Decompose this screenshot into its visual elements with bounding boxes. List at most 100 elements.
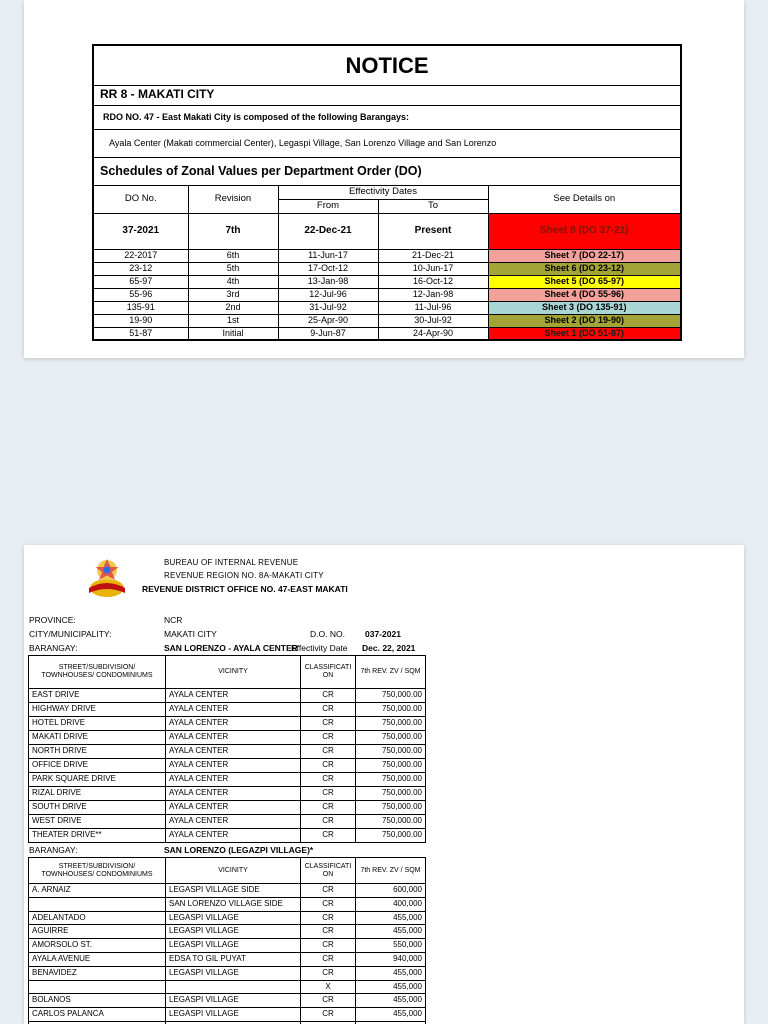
cell-from: 22-Dec-21 bbox=[277, 212, 379, 250]
cell-details: Sheet 2 (DO 19-90) bbox=[487, 313, 682, 328]
cell-zv: 750,000.00 bbox=[355, 758, 426, 773]
city-value: MAKATI CITY bbox=[164, 629, 217, 639]
cell-do_no: 37-2021 bbox=[92, 212, 189, 250]
notice-table-body: 37-2021 7th 22-Dec-21 Present Sheet 8 (DO 37… bbox=[92, 212, 682, 341]
cell-zv: 750,000.00 bbox=[355, 688, 426, 703]
cell-cls: CR bbox=[300, 938, 356, 953]
cell-cls: CR bbox=[300, 716, 356, 731]
province-value: NCR bbox=[164, 615, 183, 625]
t2-col-vicinity: VICINITY bbox=[165, 857, 301, 884]
cell-street: AYALA AVENUE bbox=[28, 951, 166, 967]
table-row: 23-12 5th 17-Oct-12 10-Jun-17 Sheet 6 (DO 23… bbox=[92, 261, 682, 276]
cell-details: Sheet 4 (DO 55-96) bbox=[487, 287, 682, 302]
cell-zv: 400,000 bbox=[355, 896, 426, 912]
cell-zv: 550,000 bbox=[355, 938, 426, 953]
cell-zv: 600,000 bbox=[355, 883, 426, 898]
cell-zv: 455,000 bbox=[355, 979, 426, 995]
cell-zv: 750,000.00 bbox=[355, 730, 426, 745]
cell-vicinity: AYALA CENTER bbox=[165, 828, 301, 843]
cell-vicinity bbox=[165, 979, 301, 995]
cell-vicinity: AYALA CENTER bbox=[165, 758, 301, 773]
agency-line-1: BUREAU OF INTERNAL REVENUE bbox=[164, 558, 299, 567]
t2-col-street: STREET/SUBDIVISION/ TOWNHOUSES/ CONDOMIN… bbox=[28, 857, 166, 884]
t1-col-vicinity: VICINITY bbox=[165, 655, 301, 689]
cell-vicinity: AYALA CENTER bbox=[165, 814, 301, 829]
cell-to: Present bbox=[377, 212, 489, 250]
notice-table: NOTICE RR 8 - MAKATI CITY RDO NO. 47 - E… bbox=[92, 44, 683, 341]
cell-zv: 750,000.00 bbox=[355, 786, 426, 801]
cell-street: RIZAL DRIVE bbox=[28, 786, 166, 801]
notice-region: RR 8 - MAKATI CITY bbox=[92, 84, 682, 106]
col-header-from: From bbox=[277, 198, 379, 214]
cell-street: NORTH DRIVE bbox=[28, 744, 166, 759]
cell-cls: X bbox=[300, 979, 356, 995]
table-row: RIZAL DRIVE AYALA CENTER CR 750,000.00 bbox=[28, 786, 426, 801]
t2-col-classification: CLASSIFICATI ON bbox=[300, 857, 356, 884]
effectivity-value: Dec. 22, 2021 bbox=[362, 643, 416, 653]
cell-do_no: 135-91 bbox=[92, 300, 189, 315]
cell-street: A. ARNAIZ bbox=[28, 883, 166, 898]
cell-vicinity: AYALA CENTER bbox=[165, 772, 301, 787]
cell-cls: CR bbox=[300, 993, 356, 1009]
table-row: 22-2017 6th 11-Jun-17 21-Dec-21 Sheet 7 (DO … bbox=[92, 248, 682, 263]
do-number-value: 037-2021 bbox=[365, 629, 401, 639]
cell-zv: 455,000 bbox=[355, 965, 426, 981]
zonal-values-page: BUREAU OF INTERNAL REVENUE REVENUE REGIO… bbox=[24, 545, 744, 1024]
table-row: EAST DRIVE AYALA CENTER CR 750,000.00 bbox=[28, 688, 426, 703]
cell-vicinity: AYALA CENTER bbox=[165, 716, 301, 731]
table-row: 135-91 2nd 31-Jul-92 11-Jul-96 Sheet 3 (DO 1… bbox=[92, 300, 682, 315]
cell-cls: CR bbox=[300, 758, 356, 773]
table-row: HIGHWAY DRIVE AYALA CENTER CR 750,000.00 bbox=[28, 702, 426, 717]
col-header-to: To bbox=[377, 198, 489, 214]
cell-street: MAKATI DRIVE bbox=[28, 730, 166, 745]
cell-street: CARLOS PALANCA bbox=[28, 1007, 166, 1022]
notice-title: NOTICE bbox=[92, 44, 682, 86]
cell-cls: CR bbox=[300, 828, 356, 843]
cell-zv: 750,000.00 bbox=[355, 744, 426, 759]
cell-vicinity: AYALA CENTER bbox=[165, 744, 301, 759]
cell-to: 12-Jan-98 bbox=[377, 287, 489, 302]
t1-col-zv: 7th REV. ZV / SQM bbox=[355, 655, 426, 689]
table-row: OFFICE DRIVE AYALA CENTER CR 750,000.00 bbox=[28, 758, 426, 773]
cell-do_no: 19-90 bbox=[92, 313, 189, 328]
cell-vicinity: LEGASPI VILLAGE SIDE bbox=[165, 883, 301, 898]
ayala-center-table-body: EAST DRIVE AYALA CENTER CR 750,000.00 HIGHWA… bbox=[28, 688, 426, 843]
cell-do_no: 65-97 bbox=[92, 274, 189, 289]
table-row: 55-96 3rd 12-Jul-96 12-Jan-98 Sheet 4 (DO 55… bbox=[92, 287, 682, 302]
cell-details: Sheet 7 (DO 22-17) bbox=[487, 248, 682, 263]
city-label: CITY/MUNICIPALITY: bbox=[29, 629, 112, 639]
cell-from: 11-Jun-17 bbox=[277, 248, 379, 263]
table-row: HOTEL DRIVE AYALA CENTER CR 750,000.00 bbox=[28, 716, 426, 731]
cell-vicinity: LEGASPI VILLAGE bbox=[165, 924, 301, 940]
table-row: BOLANOS LEGASPI VILLAGE CR 455,000 bbox=[28, 993, 426, 1009]
cell-zv: 750,000.00 bbox=[355, 772, 426, 787]
table-row: 65-97 4th 13-Jan-98 16-Oct-12 Sheet 5 (DO 65… bbox=[92, 274, 682, 289]
notice-barangays-line: Ayala Center (Makati commercial Center),… bbox=[92, 128, 682, 158]
cell-street bbox=[28, 979, 166, 995]
cell-cls: CR bbox=[300, 924, 356, 940]
cell-vicinity: LEGASPI VILLAGE bbox=[165, 910, 301, 926]
table-row: X 455,000 bbox=[28, 979, 426, 995]
table-row: AMORSOLO ST. LEGASPI VILLAGE CR 550,000 bbox=[28, 938, 426, 953]
agency-line-3: REVENUE DISTRICT OFFICE NO. 47-EAST MAKA… bbox=[142, 584, 348, 594]
cell-details: Sheet 1 (DO 51-87) bbox=[487, 326, 682, 341]
cell-cls: CR bbox=[300, 772, 356, 787]
cell-zv: 750,000.00 bbox=[355, 828, 426, 843]
cell-vicinity: AYALA CENTER bbox=[165, 800, 301, 815]
cell-vicinity: AYALA CENTER bbox=[165, 730, 301, 745]
cell-street: HOTEL DRIVE bbox=[28, 716, 166, 731]
cell-street: AMORSOLO ST. bbox=[28, 938, 166, 953]
table-row: SOUTH DRIVE AYALA CENTER CR 750,000.00 bbox=[28, 800, 426, 815]
cell-from: 9-Jun-87 bbox=[277, 326, 379, 341]
cell-street: THEATER DRIVE** bbox=[28, 828, 166, 843]
cell-zv: 455,000 bbox=[355, 910, 426, 926]
cell-vicinity: AYALA CENTER bbox=[165, 702, 301, 717]
cell-vicinity: LEGASPI VILLAGE bbox=[165, 993, 301, 1009]
cell-revision: 2nd bbox=[187, 300, 279, 315]
cell-from: 12-Jul-96 bbox=[277, 287, 379, 302]
legazpi-village-table-body: A. ARNAIZ LEGASPI VILLAGE SIDE CR 600,000 SA… bbox=[28, 883, 426, 1024]
cell-do_no: 51-87 bbox=[92, 326, 189, 341]
cell-vicinity: LEGASPI VILLAGE bbox=[165, 965, 301, 981]
cell-do_no: 22-2017 bbox=[92, 248, 189, 263]
barangay-value-legazpi: SAN LORENZO (LEGAZPI VILLAGE)* bbox=[164, 845, 314, 855]
